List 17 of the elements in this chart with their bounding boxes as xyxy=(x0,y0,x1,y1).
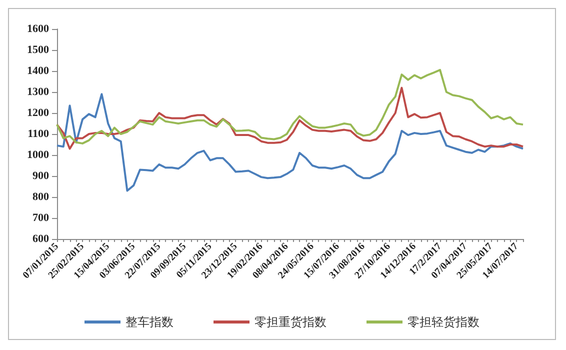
y-tick-label: 700 xyxy=(32,212,50,224)
y-tick-label: 1200 xyxy=(27,107,50,119)
y-tick-label: 600 xyxy=(32,233,50,245)
line-series xyxy=(56,86,524,150)
y-tick-label: 1000 xyxy=(27,149,50,161)
y-tick-label: 1300 xyxy=(27,86,50,98)
line-series xyxy=(56,93,524,192)
y-tick-label: 800 xyxy=(32,191,50,203)
y-tick-label: 1100 xyxy=(28,128,50,140)
legend-label: 零担轻货指数 xyxy=(408,315,480,329)
y-tick-label: 1400 xyxy=(27,65,50,77)
y-tick-label: 1600 xyxy=(27,23,50,35)
line-series xyxy=(56,68,524,144)
legend-label: 整车指数 xyxy=(126,315,174,329)
y-tick-label: 1500 xyxy=(27,44,50,56)
legend-label: 零担重货指数 xyxy=(254,315,326,329)
y-tick-label: 900 xyxy=(32,170,50,182)
